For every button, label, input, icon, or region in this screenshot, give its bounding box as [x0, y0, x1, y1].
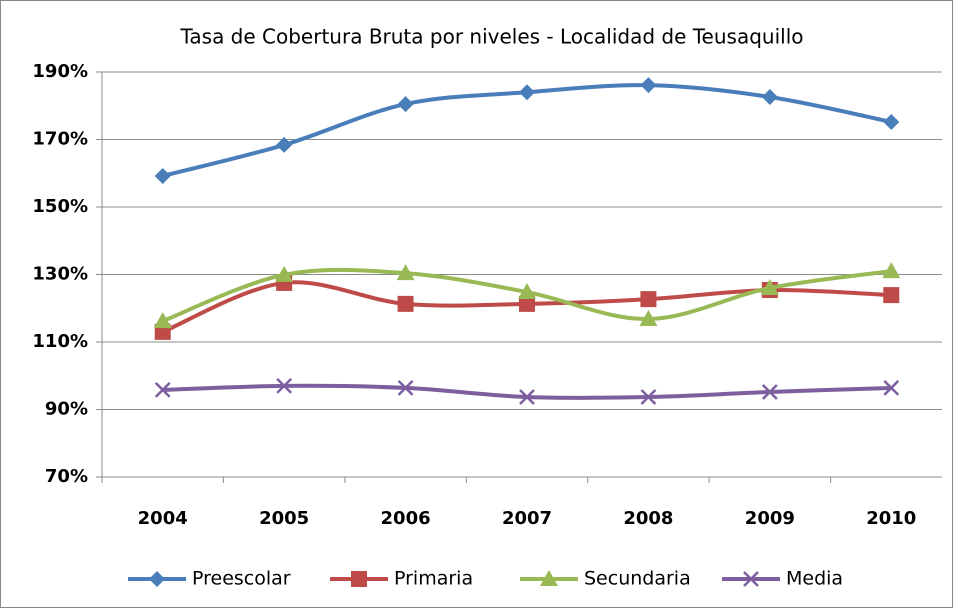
legend-marker	[149, 571, 165, 587]
legend-label: Secundaria	[584, 568, 691, 590]
y-tick-label: 110%	[32, 331, 88, 352]
y-tick-label: 190%	[32, 61, 88, 82]
marker	[760, 279, 779, 295]
marker	[519, 84, 535, 101]
marker	[275, 265, 294, 282]
marker	[761, 384, 778, 400]
marker	[397, 380, 414, 396]
marker	[519, 295, 535, 312]
x-tick-label: 2004	[138, 508, 188, 529]
marker	[396, 264, 415, 281]
marker	[883, 380, 900, 396]
marker	[154, 382, 171, 398]
legend-marker	[540, 570, 558, 586]
marker	[154, 167, 171, 184]
marker	[153, 312, 172, 329]
marker	[640, 291, 657, 308]
x-tick-label: 2006	[381, 508, 431, 529]
y-tick-label: 90%	[45, 399, 88, 420]
marker	[640, 389, 657, 405]
legend-label: Preescolar	[192, 568, 291, 590]
marker	[519, 389, 535, 405]
marker	[883, 113, 900, 130]
x-tick-label: 2005	[259, 508, 309, 529]
marker	[882, 262, 901, 279]
marker	[397, 96, 414, 113]
marker	[276, 377, 293, 394]
x-tick-label: 2010	[866, 508, 916, 529]
marker	[640, 77, 657, 94]
x-tick-label: 2008	[623, 508, 673, 529]
y-tick-label: 150%	[32, 196, 88, 217]
legend-label: Primaria	[394, 568, 473, 590]
marker	[883, 287, 900, 304]
marker	[397, 295, 414, 312]
legend-label: Media	[786, 568, 843, 590]
legend-marker	[351, 571, 367, 587]
marker	[761, 88, 778, 105]
y-tick-label: 130%	[32, 264, 88, 285]
marker	[639, 310, 658, 327]
y-tick-label: 70%	[45, 466, 88, 487]
x-tick-label: 2007	[502, 508, 552, 529]
marker	[276, 136, 293, 153]
x-tick-label: 2009	[745, 508, 795, 529]
legend-marker	[743, 571, 759, 587]
marker	[518, 283, 536, 300]
y-tick-label: 170%	[32, 129, 88, 150]
chart-title: Tasa de Cobertura Bruta por niveles - Lo…	[179, 25, 803, 49]
